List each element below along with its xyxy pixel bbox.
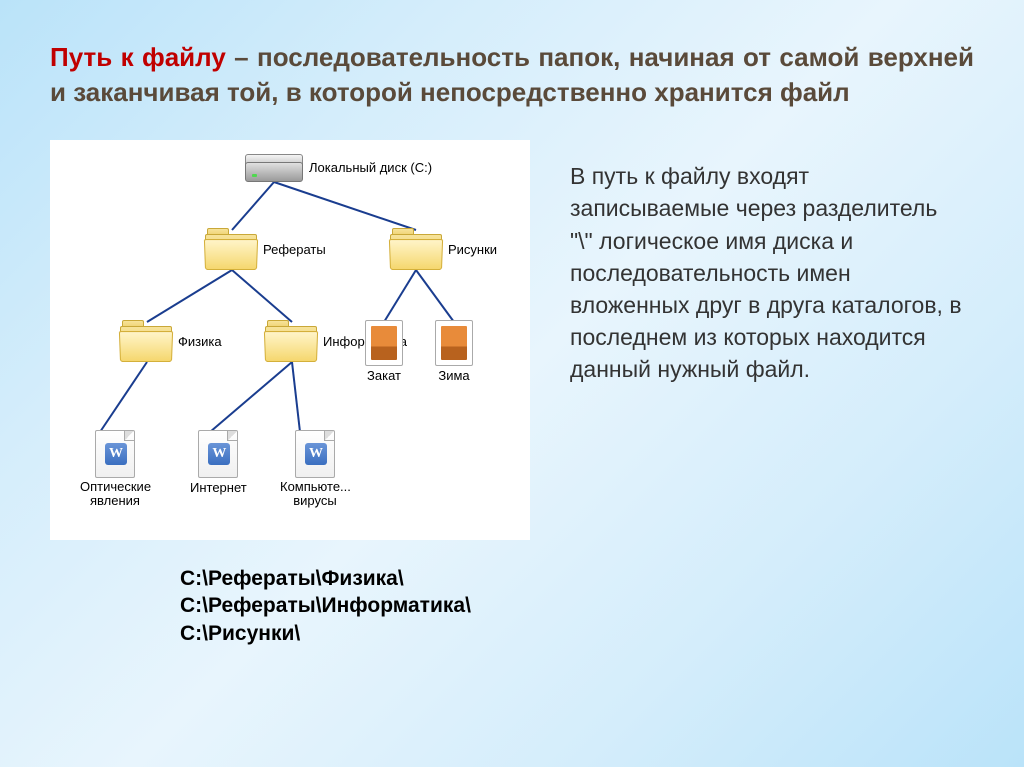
node-label: Рефераты bbox=[263, 242, 326, 257]
node-label: Оптические явления bbox=[80, 480, 150, 509]
content-row: Локальный диск (C:) Рефераты Рисунки Физика… bbox=[0, 130, 1024, 540]
page-title: Путь к файлу – последовательность папок,… bbox=[0, 0, 1024, 130]
word-doc-icon: W bbox=[95, 430, 135, 478]
example-paths: C:\Рефераты\Физика\ C:\Рефераты\Информат… bbox=[0, 540, 1024, 647]
node-label: Интернет bbox=[190, 480, 247, 495]
folder-icon bbox=[390, 228, 442, 270]
node-label: Закат bbox=[367, 368, 401, 383]
path-line: C:\Рефераты\Информатика\ bbox=[180, 592, 1024, 619]
tree-node-zakat: Закат bbox=[365, 320, 403, 383]
node-label: Локальный диск (C:) bbox=[309, 160, 432, 175]
description-text: В путь к файлу входят записываемые через… bbox=[530, 140, 974, 540]
path-line: C:\Рисунки\ bbox=[180, 620, 1024, 647]
folder-icon bbox=[205, 228, 257, 270]
tree-node-referaty: Рефераты bbox=[205, 228, 326, 270]
image-file-icon bbox=[365, 320, 403, 366]
image-file-icon bbox=[435, 320, 473, 366]
tree-node-optical: WОптические явления bbox=[80, 430, 150, 509]
title-term: Путь к файлу bbox=[50, 42, 226, 72]
disk-icon bbox=[245, 152, 303, 182]
tree-node-internet: W Интернет bbox=[190, 430, 247, 495]
folder-icon bbox=[120, 320, 172, 362]
tree-node-disk: Локальный диск (C:) bbox=[245, 152, 432, 182]
word-doc-icon: W bbox=[198, 430, 238, 478]
node-label: Рисунки bbox=[448, 242, 497, 257]
file-tree-diagram: Локальный диск (C:) Рефераты Рисунки Физика… bbox=[50, 140, 530, 540]
word-doc-icon: W bbox=[295, 430, 335, 478]
path-line: C:\Рефераты\Физика\ bbox=[180, 565, 1024, 592]
tree-node-fizika: Физика bbox=[120, 320, 222, 362]
folder-icon bbox=[265, 320, 317, 362]
node-label: Компьюте... вирусы bbox=[280, 480, 350, 509]
node-label: Физика bbox=[178, 334, 222, 349]
tree-node-viruses: WКомпьюте... вирусы bbox=[280, 430, 350, 509]
tree-node-zima: Зима bbox=[435, 320, 473, 383]
node-label: Зима bbox=[438, 368, 469, 383]
tree-node-risunki: Рисунки bbox=[390, 228, 497, 270]
